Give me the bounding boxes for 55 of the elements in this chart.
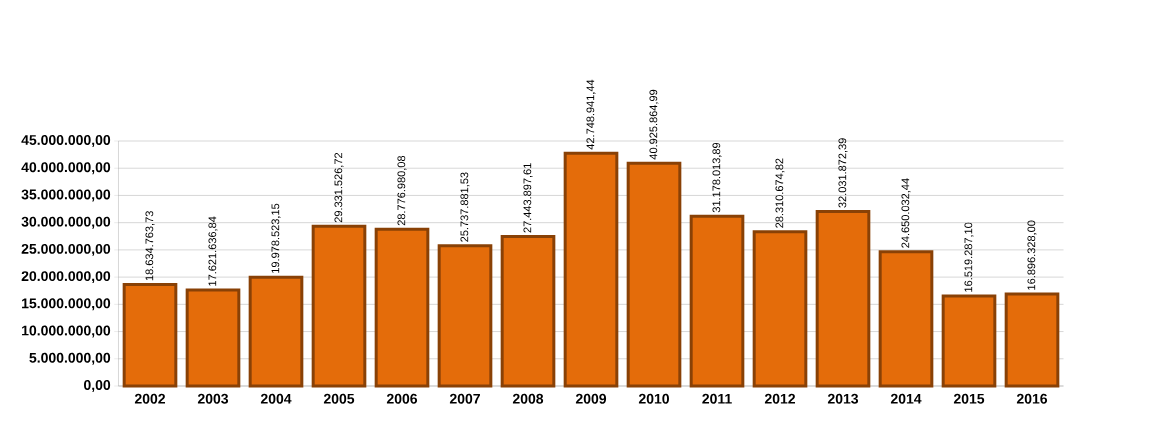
x-tick-label: 2007 <box>449 393 480 404</box>
data-label: 17.621.636,84 <box>208 216 218 286</box>
x-tick-label: 2016 <box>1016 393 1048 404</box>
data-label: 19.978.523,15 <box>271 203 281 273</box>
x-tick-label: 2008 <box>512 393 544 404</box>
bar <box>374 227 430 388</box>
bar <box>185 288 241 388</box>
y-tick-label: 30.000.000,00 <box>21 216 111 229</box>
y-tick-label: 20.000.000,00 <box>21 271 111 284</box>
y-tick-label: 5.000.000,00 <box>29 352 111 365</box>
x-tick-label: 2009 <box>575 393 607 404</box>
bar <box>500 235 556 388</box>
data-label: 16.519.287,10 <box>964 222 974 292</box>
x-tick-label: 2011 <box>702 393 732 404</box>
data-label: 28.776.980,08 <box>397 155 407 226</box>
x-tick-label: 2010 <box>638 393 669 404</box>
bar <box>941 294 997 388</box>
data-label: 24.650.032,44 <box>901 178 911 248</box>
bar <box>248 275 304 388</box>
data-label: 29.331.526,72 <box>334 152 344 223</box>
x-tick-label: 2015 <box>953 393 985 404</box>
data-label: 25.737.881,53 <box>460 172 470 242</box>
y-tick-label: 25.000.000,00 <box>21 243 111 256</box>
x-tick-label: 2004 <box>260 393 292 404</box>
data-label: 27.443.897,61 <box>523 163 533 233</box>
bar <box>1004 292 1060 388</box>
bar <box>122 283 178 388</box>
bar <box>437 244 493 388</box>
bar <box>815 210 871 388</box>
y-tick-label: 10.000.000,00 <box>22 325 111 338</box>
x-tick-label: 2003 <box>197 393 229 404</box>
x-tick-label: 2006 <box>386 393 418 404</box>
y-tick-label: 45.000.000,00 <box>21 135 111 147</box>
x-tick-label: 2002 <box>134 393 166 404</box>
x-tick-label: 2005 <box>323 393 355 404</box>
bar <box>752 230 808 388</box>
bar <box>563 151 619 388</box>
bar <box>626 161 682 388</box>
x-tick-label: 2013 <box>827 393 859 404</box>
x-tick-label: 2012 <box>764 393 796 404</box>
bar <box>689 214 745 388</box>
y-tick-label: 35.000.000,00 <box>21 189 111 202</box>
data-label: 16.896.328,00 <box>1027 220 1037 290</box>
y-tick-label: 0,00 <box>84 380 111 392</box>
data-label: 31.178.013,89 <box>712 142 722 213</box>
x-tick-label: 2014 <box>890 393 922 404</box>
y-tick-label: 40.000.000,00 <box>21 162 111 175</box>
data-label: 42.748.941,44 <box>586 79 596 150</box>
data-label: 40.925.864,99 <box>649 89 659 160</box>
bar <box>311 224 367 388</box>
data-label: 18.634.763,73 <box>145 211 155 281</box>
data-label: 28.310.674,82 <box>775 158 785 228</box>
data-label: 32.031.872,39 <box>838 138 848 208</box>
bar <box>878 250 934 388</box>
y-tick-label: 15.000.000,00 <box>22 298 111 311</box>
